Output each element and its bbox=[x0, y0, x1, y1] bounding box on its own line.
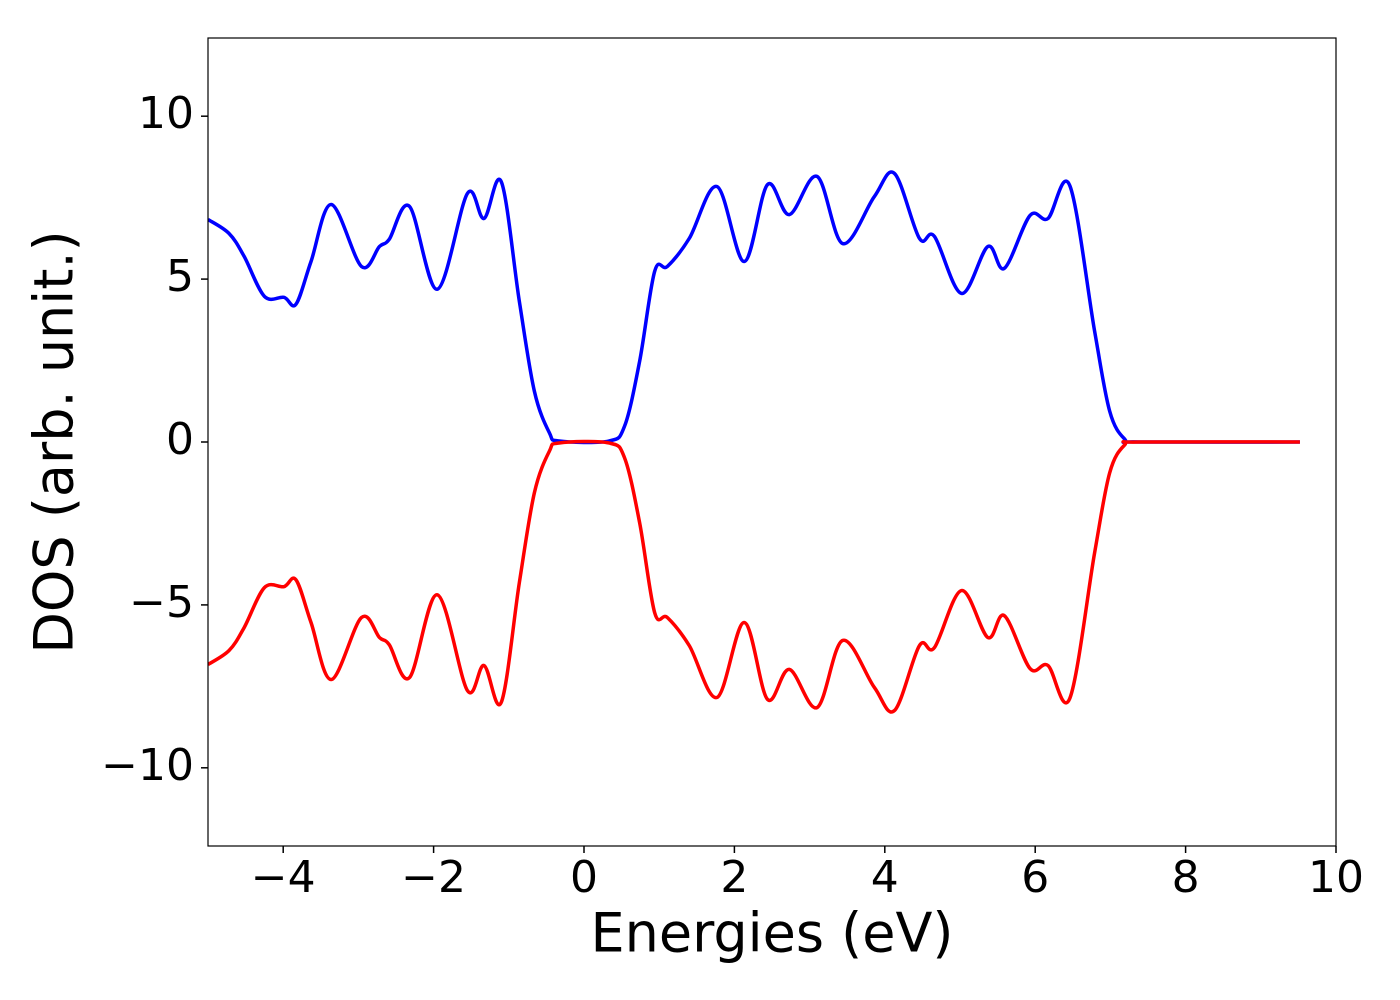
x-tick-label: 6 bbox=[1021, 852, 1049, 903]
y-tick-label: 0 bbox=[166, 414, 194, 465]
x-tick-label: −2 bbox=[401, 852, 466, 903]
dos-line bbox=[208, 439, 1300, 714]
y-tick-label: −5 bbox=[129, 577, 194, 628]
y-tick-label: −10 bbox=[101, 740, 194, 791]
plot-frame bbox=[207, 37, 1337, 847]
x-tick-label: 2 bbox=[720, 852, 748, 903]
x-tick-label: −4 bbox=[251, 852, 316, 903]
y-tick-label: 5 bbox=[166, 251, 194, 302]
x-tick-label: 0 bbox=[570, 852, 598, 903]
dos-line bbox=[208, 170, 1300, 445]
x-axis-label: Energies (eV) bbox=[591, 902, 954, 965]
x-tick-label: 4 bbox=[871, 852, 899, 903]
y-tick-label: 10 bbox=[138, 88, 194, 139]
x-tick-label: 8 bbox=[1172, 852, 1200, 903]
y-axis-label: DOS (arb. unit.) bbox=[23, 230, 86, 653]
x-tick-label: 10 bbox=[1308, 852, 1364, 903]
